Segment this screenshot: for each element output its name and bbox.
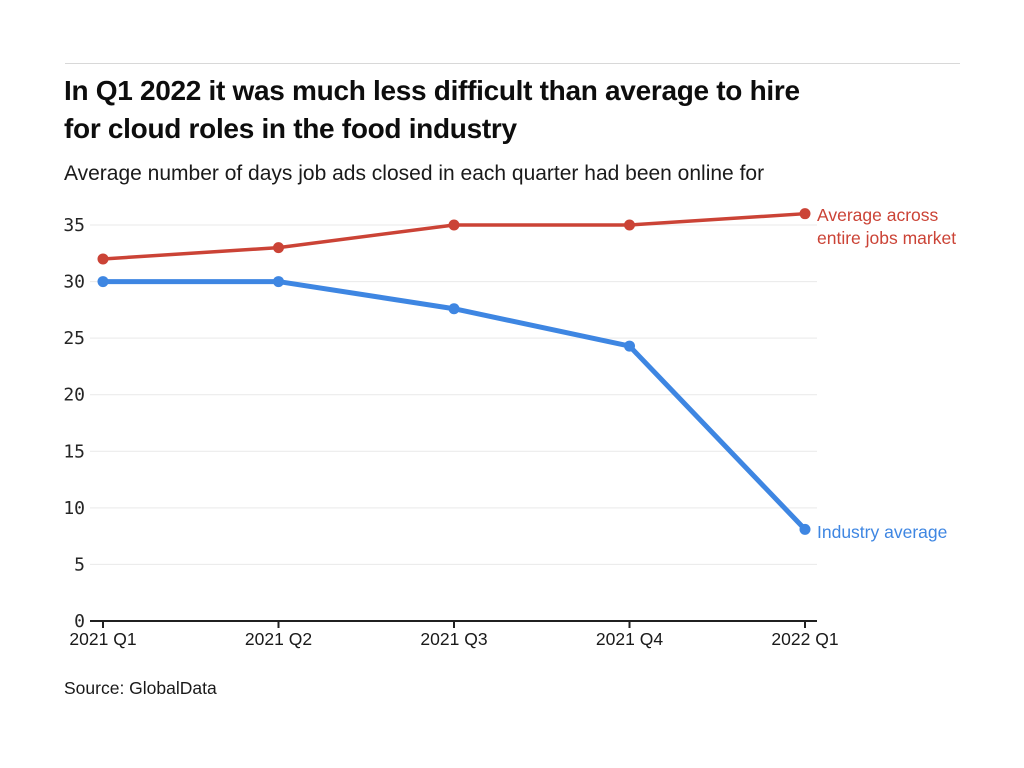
data-point: [624, 340, 635, 352]
x-tick-label: 2021 Q1: [69, 629, 136, 649]
legend-average-jobs-market-line-1: Average across: [817, 205, 939, 225]
data-point: [97, 276, 109, 288]
chart-title-line-1: In Q1 2022 it was much less difficult th…: [64, 75, 800, 106]
y-tick-label: 15: [63, 441, 85, 462]
y-tick-label: 0: [74, 611, 85, 632]
x-tick-label: 2021 Q4: [596, 629, 663, 649]
chart-title-line-2: for cloud roles in the food industry: [64, 113, 517, 144]
data-point: [448, 219, 460, 231]
data-point: [273, 242, 284, 254]
data-point: [273, 276, 284, 288]
chart-title: In Q1 2022 it was much less difficult th…: [64, 72, 994, 148]
y-tick-label: 20: [63, 385, 85, 406]
x-tick-label: 2021 Q2: [245, 629, 312, 649]
legend-average-jobs-market-line-2: entire jobs market: [817, 228, 957, 248]
legend-average-jobs-market: Average across entire jobs market: [817, 204, 956, 250]
data-point: [448, 303, 460, 315]
source-note: Source: GlobalData: [64, 678, 217, 698]
y-tick-label: 10: [63, 498, 85, 519]
data-point: [97, 253, 109, 265]
data-point: [799, 523, 811, 535]
series-line-industry-average: [100, 279, 808, 532]
data-point: [799, 208, 811, 220]
top-divider: [65, 63, 960, 64]
legend-industry-average: Industry average: [817, 521, 947, 544]
y-tick-label: 30: [63, 272, 85, 293]
x-tick-label: 2022 Q1: [771, 629, 838, 649]
chart-subtitle: Average number of days job ads closed in…: [64, 162, 765, 185]
legend-industry-average-line-1: Industry average: [817, 522, 948, 542]
data-point: [624, 219, 635, 231]
x-tick-label: 2021 Q3: [420, 629, 487, 649]
y-tick-label: 35: [63, 215, 85, 236]
y-tick-label: 25: [63, 328, 85, 349]
y-tick-label: 5: [74, 554, 85, 575]
